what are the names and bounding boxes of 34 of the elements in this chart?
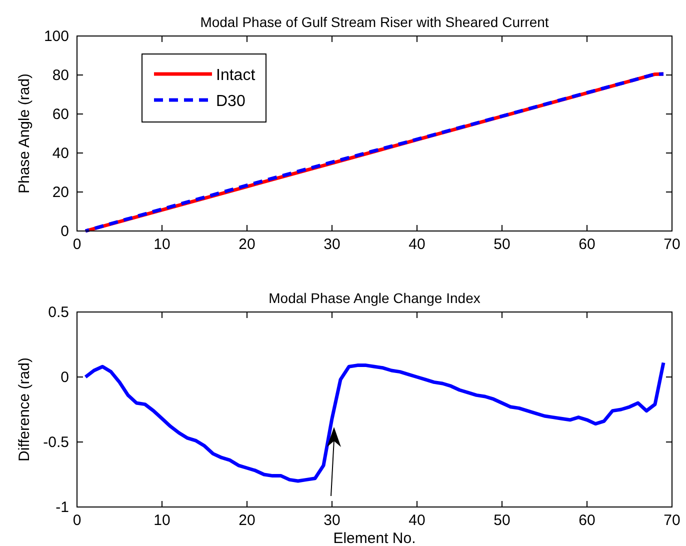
chart-title: Modal Phase of Gulf Stream Riser with Sheared Current [200, 14, 549, 30]
legend-label: Intact [216, 67, 256, 84]
y-axis-title: Difference (rad) [16, 358, 33, 462]
x-tick-label: 30 [324, 236, 340, 253]
y-tick-label: 0 [60, 223, 69, 240]
y-tick-label: 0 [60, 369, 69, 386]
x-tick-label: 0 [72, 236, 82, 253]
y-axis-title: Phase Angle (rad) [16, 73, 33, 194]
x-tick-label: 40 [408, 512, 426, 529]
x-tick-label: 20 [238, 236, 256, 253]
y-tick-label: 100 [44, 28, 69, 45]
x-axis-title: Element No. [333, 530, 416, 546]
x-tick-label: 50 [494, 236, 510, 253]
y-tick-label: 20 [52, 184, 69, 201]
x-tick-label: 20 [238, 512, 256, 529]
y-tick-label: -0.5 [43, 434, 69, 451]
line-series [84, 360, 666, 483]
x-tick-label: 0 [72, 512, 82, 529]
y-tick-label: 0.5 [48, 304, 69, 321]
x-tick-label: 70 [664, 512, 680, 529]
x-tick-label: 60 [578, 236, 596, 253]
legend-label: D30 [216, 93, 246, 110]
x-tick-label: 70 [664, 236, 680, 253]
y-tick-label: 80 [52, 67, 69, 84]
x-tick-label: 50 [494, 512, 510, 529]
y-tick-label: -1 [56, 499, 69, 516]
y-tick-label: 60 [52, 106, 69, 123]
x-tick-label: 10 [154, 236, 170, 253]
chart-title: Modal Phase Angle Change Index [268, 290, 480, 306]
x-tick-label: 30 [324, 512, 340, 529]
y-tick-label: 40 [52, 145, 69, 162]
x-tick-label: 60 [578, 512, 596, 529]
x-tick-label: 40 [408, 236, 426, 253]
x-tick-label: 10 [154, 512, 170, 529]
